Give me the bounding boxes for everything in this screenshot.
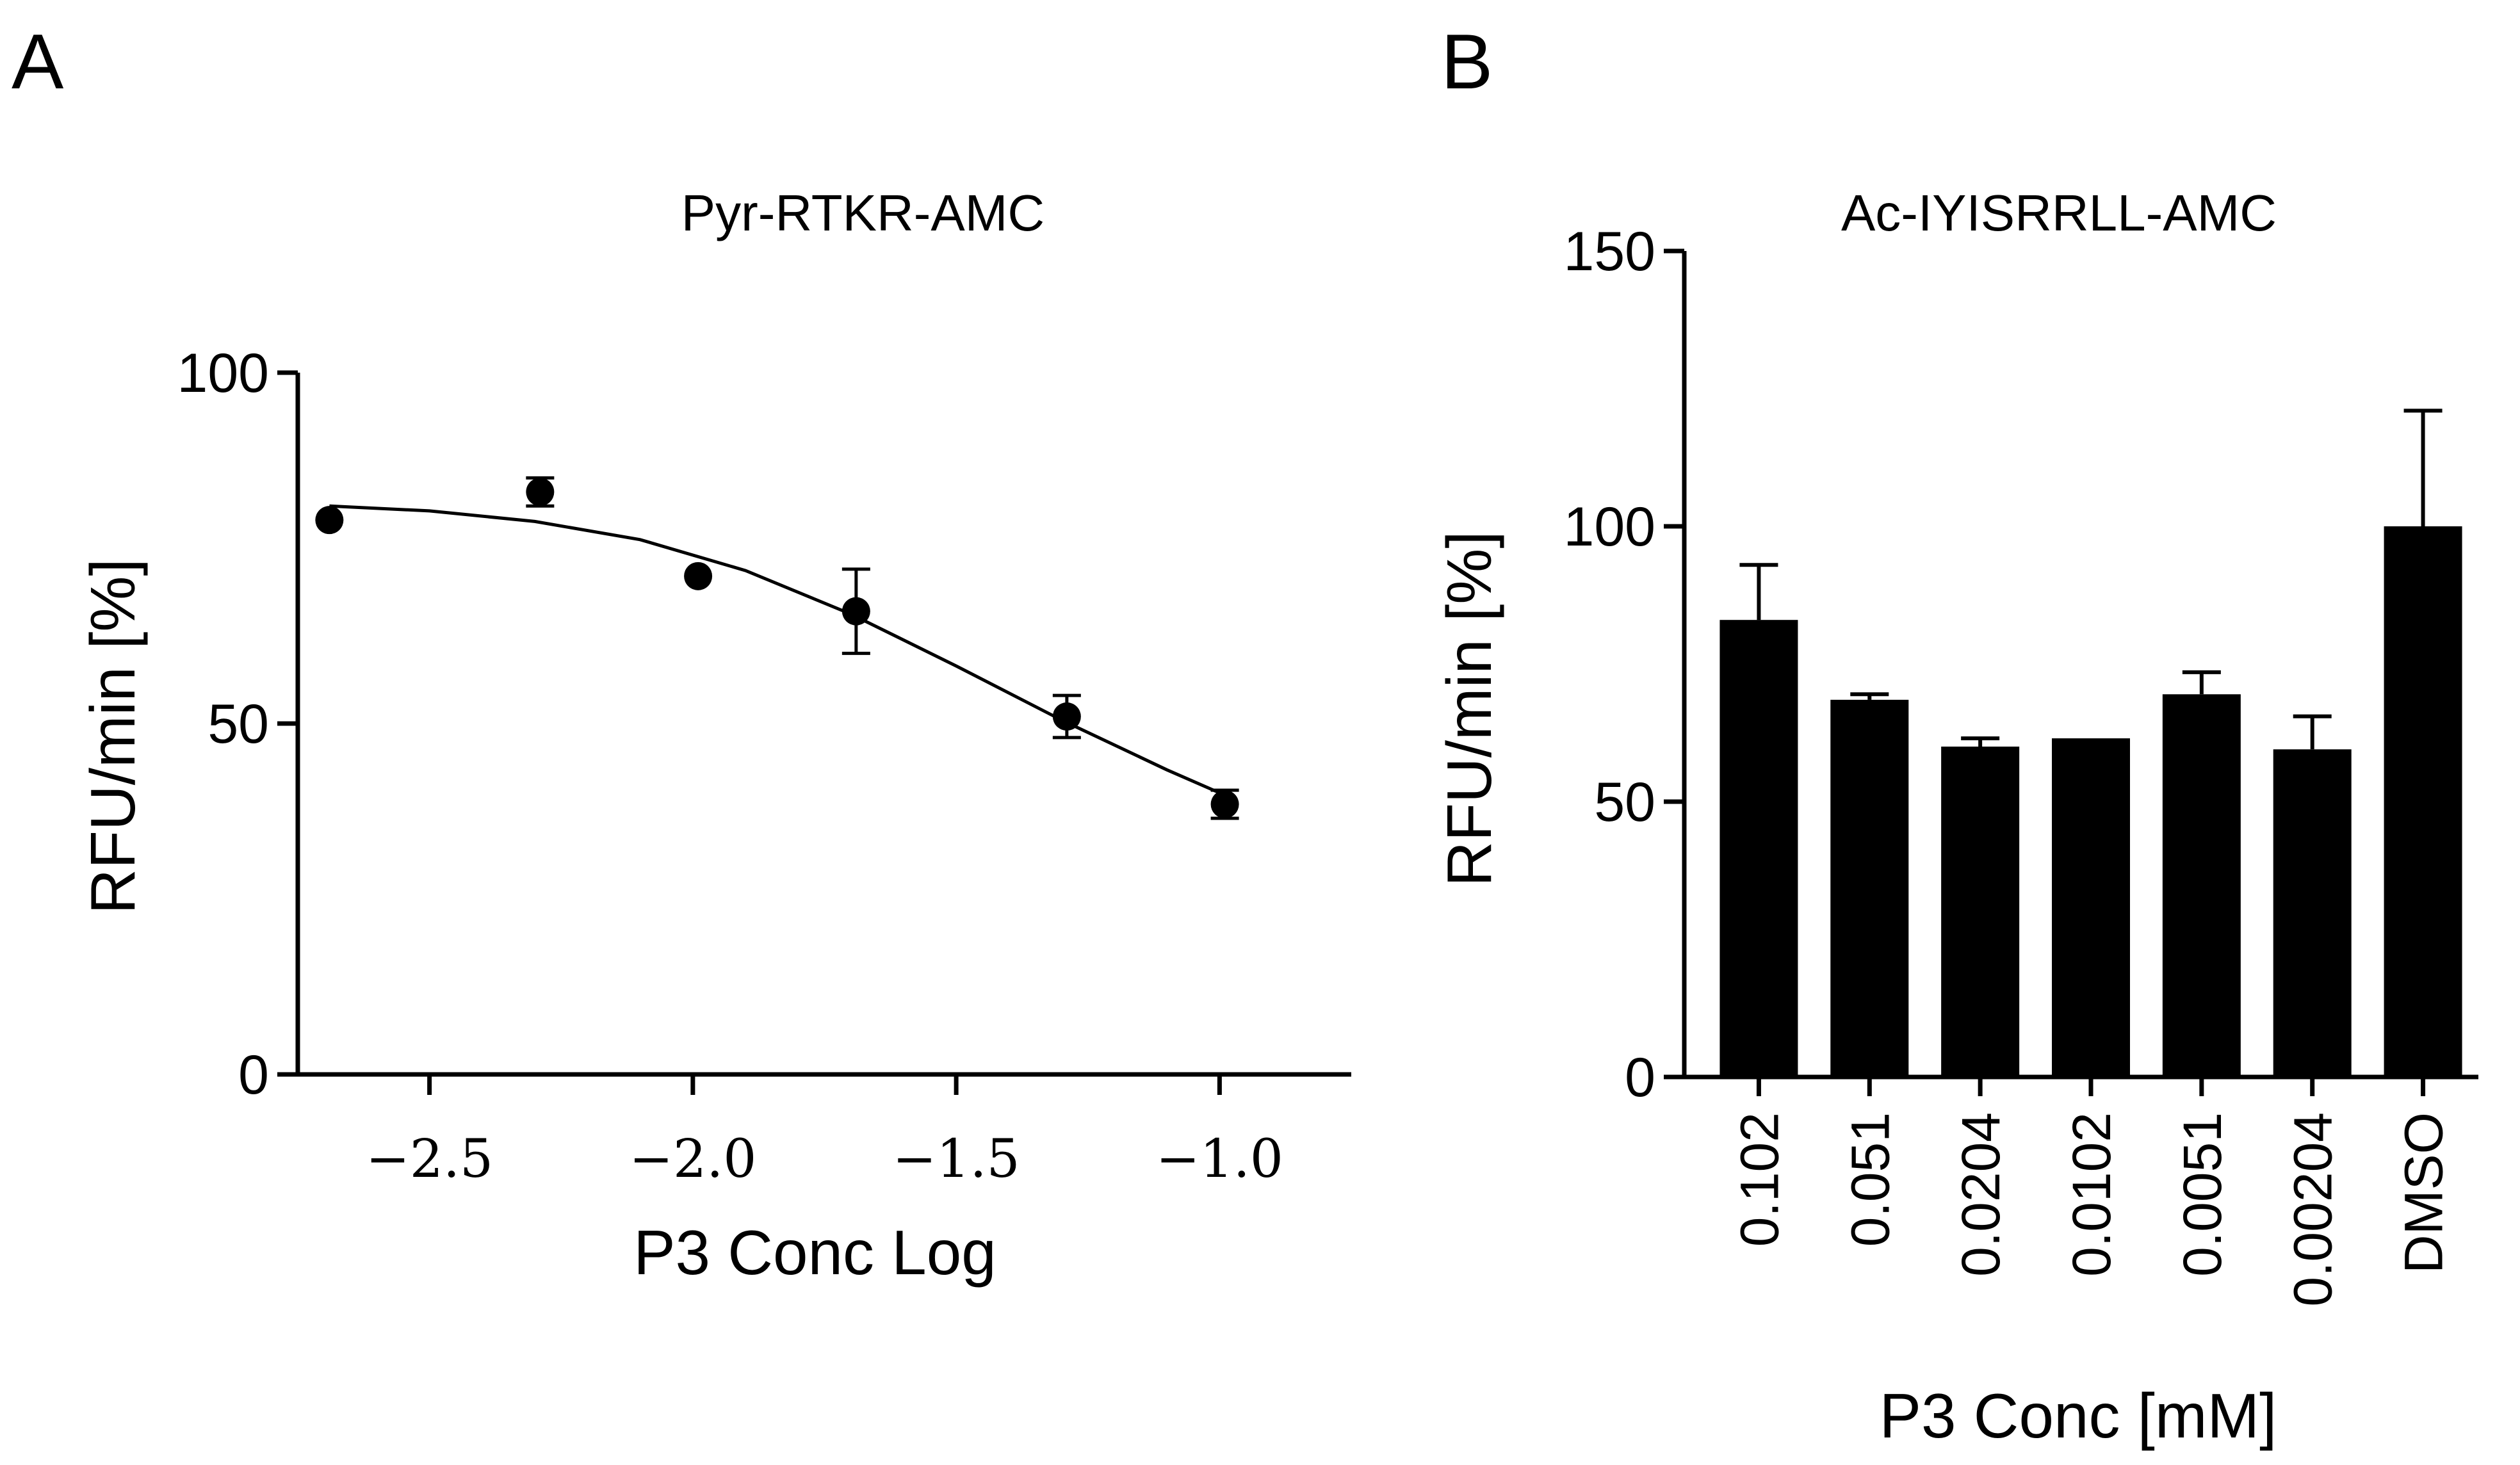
y-tick-label: 50 <box>207 693 269 755</box>
bar <box>2162 694 2241 1077</box>
bar <box>2273 749 2352 1077</box>
y-tick-label: 0 <box>238 1044 269 1106</box>
data-point <box>315 506 344 535</box>
x-tick-label: 0.00204 <box>2283 1112 2343 1307</box>
chart-a-title: Pyr-RTKR-AMC <box>681 184 1045 241</box>
panel-b-label: B <box>1441 18 1493 105</box>
bar <box>1830 699 1909 1077</box>
bar <box>2052 738 2130 1077</box>
data-point <box>526 478 555 506</box>
chart-b-ylabel: RFU/min [%] <box>1434 531 1504 886</box>
x-tick-label: −1.0 <box>1156 1129 1283 1190</box>
x-tick-label: 0.0051 <box>2172 1112 2232 1277</box>
bar <box>1941 747 2020 1077</box>
y-tick-label: 100 <box>177 343 270 404</box>
bar <box>1719 620 1798 1077</box>
x-tick-label: −2.0 <box>629 1129 756 1190</box>
y-tick-label: 150 <box>1564 221 1656 282</box>
chart-a-xlabel: P3 Conc Log <box>633 1217 996 1288</box>
x-tick-label: −1.5 <box>893 1129 1020 1190</box>
chart-b: 0 50 100 150 0.102 0.051 0.0204 0.0102 0.0051 0.0… <box>1434 184 2478 1451</box>
chart-b-title: Ac-IYISRRLL-AMC <box>1841 184 2277 241</box>
data-point <box>1210 790 1239 819</box>
data-point <box>841 597 870 626</box>
chart-a: 0 50 100 −2.5 −2.0 −1.5 −1.0 Pyr-RTKR-AMC P3 Con… <box>77 184 1351 1288</box>
y-tick-label: 0 <box>1625 1047 1655 1108</box>
panel-a-label: A <box>12 18 64 105</box>
bar <box>2384 526 2462 1077</box>
x-tick-label: 0.0204 <box>1951 1112 2011 1277</box>
x-tick-label: 0.102 <box>1729 1112 1789 1247</box>
data-point <box>684 562 713 590</box>
chart-a-ylabel: RFU/min [%] <box>77 558 148 914</box>
data-point <box>1052 702 1081 731</box>
y-tick-label: 100 <box>1564 496 1656 558</box>
y-tick-label: 50 <box>1594 772 1655 833</box>
x-tick-label: DMSO <box>2394 1112 2454 1274</box>
chart-b-xlabel: P3 Conc [mM] <box>1880 1380 2277 1451</box>
fit-curve <box>329 504 1226 797</box>
x-tick-label: −2.5 <box>366 1129 493 1190</box>
x-tick-label: 0.0102 <box>2061 1112 2122 1277</box>
x-tick-label: 0.051 <box>1840 1112 1900 1247</box>
